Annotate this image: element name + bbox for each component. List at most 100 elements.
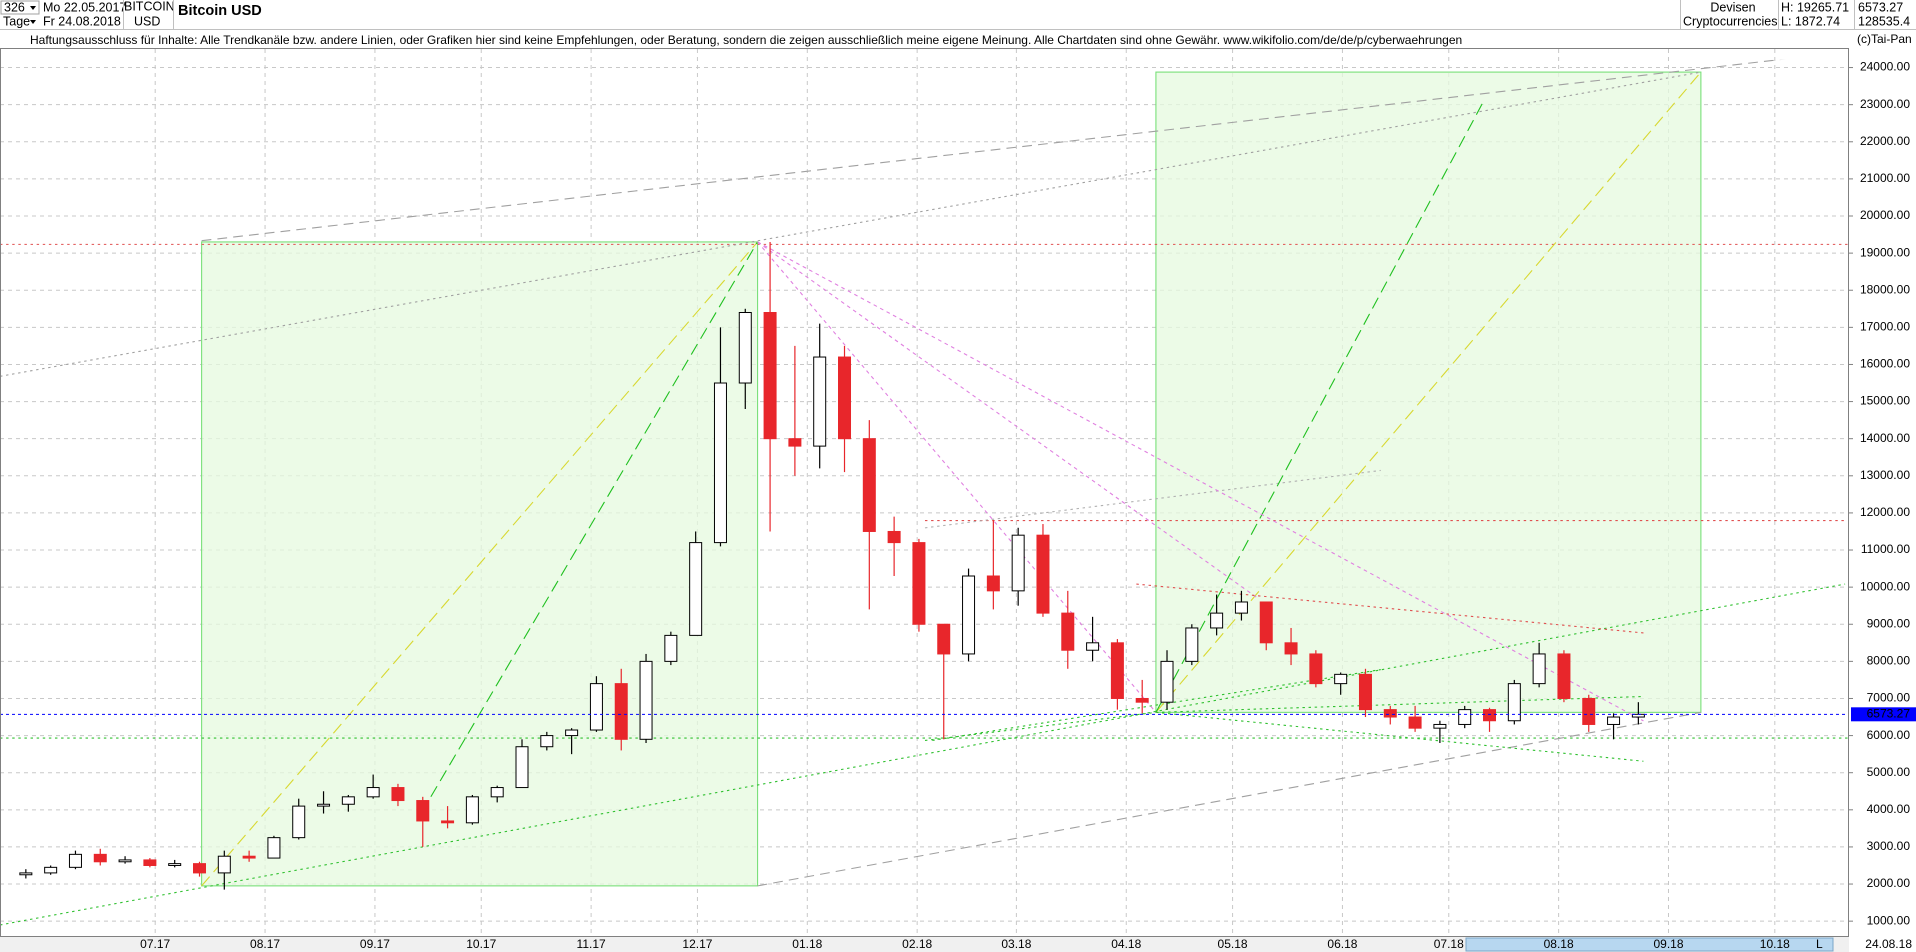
candle-body [763, 312, 777, 440]
candle-body [1358, 673, 1372, 711]
period[interactable]: Tage [3, 14, 30, 28]
candle-body [738, 312, 752, 384]
candle-body [267, 837, 281, 859]
y-tick-label: 8000.00 [1867, 654, 1911, 668]
x-tick-label: 09.17 [360, 937, 390, 951]
high: H: 19265.71 [1781, 0, 1849, 14]
candle-body [1185, 627, 1199, 662]
candle-body [168, 863, 182, 866]
trend-line [1155, 103, 1483, 713]
y-axis: 1000.00 2000.00 3000.00 4000.00 5000.00 6000.… [1849, 60, 1916, 927]
candle-body [1383, 709, 1397, 718]
candle-body [838, 356, 852, 440]
candle-body [713, 382, 727, 544]
candle-body [1334, 673, 1348, 685]
candle-body [1607, 716, 1621, 725]
candle-body [515, 746, 529, 789]
candle-body [217, 855, 231, 874]
dropdown-arrow[interactable] [30, 20, 36, 24]
candle-body [68, 853, 82, 868]
x-tick-label: 06.18 [1327, 937, 1357, 951]
candle-body [565, 729, 579, 737]
scroll-mode[interactable]: L [1816, 937, 1823, 951]
x-axis: 07.17 08.17 09.17 10.17 11.17 12.17 01.18 02.18… [140, 937, 1790, 951]
last-price-box [1851, 707, 1916, 722]
candle-body [887, 530, 901, 544]
y-tick-label: 7000.00 [1867, 691, 1911, 705]
y-tick-label: 21000.00 [1860, 171, 1910, 185]
zone-box [1155, 71, 1702, 713]
y-tick-label: 16000.00 [1860, 357, 1910, 371]
trend-line [1155, 695, 1644, 713]
x-axis-bar [0, 937, 1849, 952]
candle-body [441, 820, 455, 824]
candle-body [1557, 653, 1571, 699]
y-tick-label: 2000.00 [1867, 876, 1911, 890]
y-tick-label: 5000.00 [1867, 765, 1911, 779]
scrollbar[interactable] [1465, 937, 1834, 952]
y-tick-label: 12000.00 [1860, 505, 1910, 519]
trend-line [932, 669, 1381, 742]
candle-body [1483, 709, 1497, 722]
symbol: BITCOIN [124, 0, 175, 13]
x-tick-label: 04.18 [1111, 937, 1141, 951]
candle-body [366, 787, 380, 798]
candle-body [490, 787, 504, 798]
x-tick-label: 09.18 [1653, 937, 1683, 951]
header [0, 0, 1916, 29]
currency: USD [134, 14, 160, 28]
x-tick-label: 05.18 [1218, 937, 1248, 951]
start-date: Mo 22.05.2017 [43, 0, 126, 14]
candle-body [1433, 723, 1447, 729]
low: L: 1872.74 [1781, 14, 1840, 28]
disclaimer: Haftungsausschluss für Inhalte: Alle Tre… [30, 33, 1462, 47]
candle-body [1110, 642, 1124, 699]
x-tick-label: 10.17 [466, 937, 496, 951]
trend-line [201, 241, 758, 887]
axis-panel [1849, 49, 1916, 952]
candle-body [1210, 612, 1224, 629]
y-tick-label: 1000.00 [1867, 913, 1911, 927]
candle-body [1582, 697, 1596, 725]
dropdown-arrow[interactable] [30, 6, 36, 10]
y-tick-label: 17000.00 [1860, 320, 1910, 334]
copyright: (c)Tai-Pan [1857, 32, 1912, 46]
y-tick-label: 9000.00 [1867, 616, 1911, 630]
x-tick-label: 12.17 [682, 937, 712, 951]
candle-body [1135, 697, 1149, 703]
x-tick-label: 08.18 [1544, 937, 1574, 951]
candle-body [986, 575, 1000, 592]
count[interactable]: 326 [4, 0, 25, 14]
candle-body [292, 805, 306, 839]
candle-body [1309, 653, 1323, 685]
candle-body [1507, 683, 1521, 722]
y-tick-label: 4000.00 [1867, 802, 1911, 816]
count-box[interactable] [0, 0, 40, 15]
trend-line [757, 711, 1701, 887]
candle-body [341, 796, 355, 805]
candle-body [391, 787, 405, 802]
candle-body [465, 796, 479, 824]
trend-line [0, 71, 1701, 377]
x-tick-label: 03.18 [1001, 937, 1031, 951]
last: 6573.27 [1858, 0, 1903, 14]
x-tick-label: 10.18 [1760, 937, 1790, 951]
candle-body [1458, 709, 1472, 725]
y-tick-label: 23000.00 [1860, 97, 1910, 111]
candle-body [1259, 601, 1273, 644]
subgroup: Cryptocurrencies [1683, 14, 1777, 28]
y-tick-label: 22000.00 [1860, 134, 1910, 148]
candle-body [937, 623, 951, 655]
candles [0, 241, 1848, 890]
x-tick-label: 11.17 [577, 937, 606, 951]
candle-body [118, 859, 132, 863]
candle-body [1234, 601, 1248, 614]
candle-body [317, 803, 331, 807]
candle-body [862, 438, 876, 532]
y-tick-label: 15000.00 [1860, 394, 1910, 408]
y-tick-label: 11000.00 [1861, 542, 1910, 556]
x-tick-label: 07.18 [1434, 937, 1464, 951]
candle-body [813, 356, 827, 447]
